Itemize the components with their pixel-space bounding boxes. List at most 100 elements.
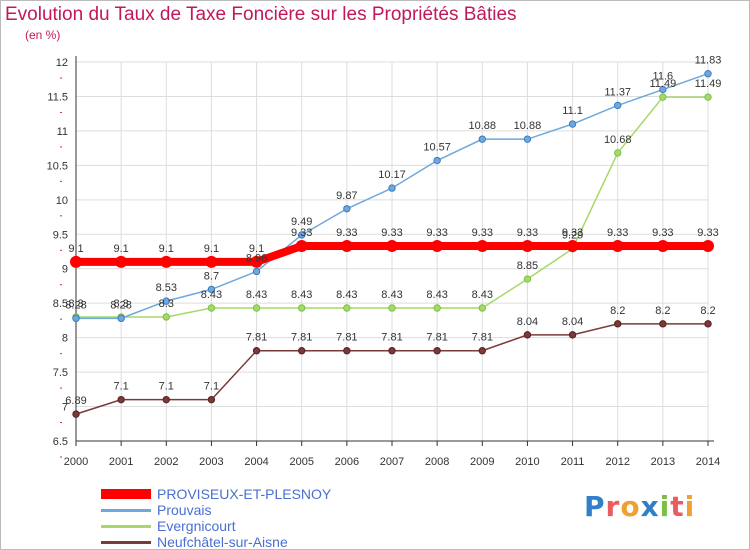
data-label: 8.43 (291, 289, 312, 301)
y-tick-label: 12 (56, 57, 68, 69)
series-marker (702, 239, 714, 252)
data-label: 10.88 (469, 120, 497, 132)
x-tick-label: 2009 (470, 456, 494, 468)
data-label: 8.43 (246, 289, 267, 301)
data-label: 8.85 (517, 260, 538, 272)
series-marker (343, 205, 351, 213)
series-marker (433, 156, 441, 165)
y-tick-label: 10 (56, 195, 68, 207)
y-tick-label: 10.5 (47, 160, 68, 172)
legend-label-neufchatel: Neufchâtel-sur-Aisne (157, 534, 288, 550)
data-label: 8.43 (201, 289, 222, 301)
data-label: 8.28 (65, 299, 86, 311)
data-label: 8.2 (610, 305, 625, 317)
data-label: 7.1 (159, 381, 174, 393)
series-marker (117, 395, 125, 404)
series-marker (250, 255, 263, 268)
data-label: 9.33 (381, 227, 402, 239)
data-label: 8.2 (655, 305, 670, 317)
data-label: 8.43 (336, 289, 357, 301)
data-label: 11.1 (562, 105, 583, 117)
data-label: 9.33 (291, 227, 312, 239)
data-label: 8.43 (472, 289, 493, 301)
series-marker (523, 331, 532, 339)
x-tick-label: 2008 (425, 456, 449, 468)
data-label: 11.49 (649, 78, 676, 90)
legend-swatch-evergnicourt (101, 525, 151, 528)
series-marker (388, 304, 396, 312)
series-marker (117, 314, 125, 323)
chart-title: Evolution du Taux de Taxe Foncière sur l… (5, 4, 517, 25)
series-marker (478, 347, 486, 355)
series-marker (343, 304, 351, 312)
data-label: 9.33 (652, 227, 673, 239)
series-marker (160, 255, 173, 268)
unit-label: (en %) (25, 28, 61, 42)
series-marker (115, 255, 128, 268)
x-tick-label: 2006 (335, 456, 359, 468)
series-marker (704, 93, 712, 101)
series-marker (388, 347, 396, 355)
legend-swatch-prouvais (101, 509, 151, 512)
series-marker (659, 93, 667, 101)
y-tick-label: 9 (62, 264, 68, 276)
series-marker (388, 184, 396, 192)
series-marker (659, 320, 667, 328)
data-label: 11.83 (695, 55, 722, 67)
y-tick-label: 8.5 (53, 298, 68, 310)
proxiti-logo: Proxiti (584, 490, 695, 523)
data-label: 10.17 (378, 169, 406, 181)
legend-swatch-neufchatel (101, 541, 151, 544)
data-label: 9.33 (336, 227, 357, 239)
series-marker (614, 149, 622, 157)
x-tick-label: 2002 (154, 456, 178, 468)
series-marker (704, 320, 712, 328)
data-label: 11.49 (695, 78, 722, 90)
series-marker (343, 347, 351, 355)
logo-letter: i (684, 490, 696, 523)
series-marker (614, 320, 622, 328)
series-marker (523, 135, 532, 143)
series-marker (298, 347, 306, 355)
data-label: 10.57 (423, 142, 451, 154)
data-label: 8.3 (113, 298, 128, 310)
data-label: 9.87 (336, 190, 357, 202)
logo-letter: r (605, 490, 621, 523)
series-marker (433, 347, 441, 355)
series-marker (656, 239, 669, 252)
data-label: 8.53 (156, 282, 177, 294)
data-label: 10.68 (604, 134, 632, 146)
series-marker (659, 85, 667, 94)
data-label: 9.1 (204, 243, 219, 255)
logo-letter: i (659, 490, 671, 523)
data-label: 9.29 (562, 230, 583, 242)
series-marker (295, 239, 308, 252)
x-tick-label: 2012 (605, 456, 629, 468)
data-label: 8.2 (700, 305, 715, 317)
logo-letter: x (640, 490, 660, 523)
series-lines (70, 70, 714, 418)
x-tick-label: 2010 (515, 456, 539, 468)
x-tick-label: 2007 (380, 456, 404, 468)
x-tick-label: 2000 (64, 456, 88, 468)
series-marker (298, 304, 306, 312)
data-label: 7.81 (381, 332, 402, 344)
series-marker (478, 135, 486, 143)
series-marker (431, 239, 444, 252)
data-label: 7.81 (246, 332, 267, 344)
y-tick-label: 7 (62, 402, 68, 414)
data-label: 11.6 (653, 71, 674, 83)
data-label: 9.1 (159, 243, 174, 255)
series-marker (298, 231, 306, 239)
data-label: 8.28 (110, 299, 131, 311)
data-label: 9.49 (291, 216, 312, 228)
axes: 6.5 7 7.5 8 8.5 9 9.5 10 10.5 11 11.5 12 2000 2001 200… (47, 56, 720, 468)
data-label: 11.37 (604, 86, 631, 98)
series-marker (614, 101, 622, 110)
series-marker (476, 239, 489, 252)
x-tick-label: 2013 (651, 456, 675, 468)
series-marker (568, 120, 577, 128)
x-tick-label: 2003 (199, 456, 223, 468)
series-marker (386, 239, 398, 252)
series-marker (704, 70, 712, 78)
